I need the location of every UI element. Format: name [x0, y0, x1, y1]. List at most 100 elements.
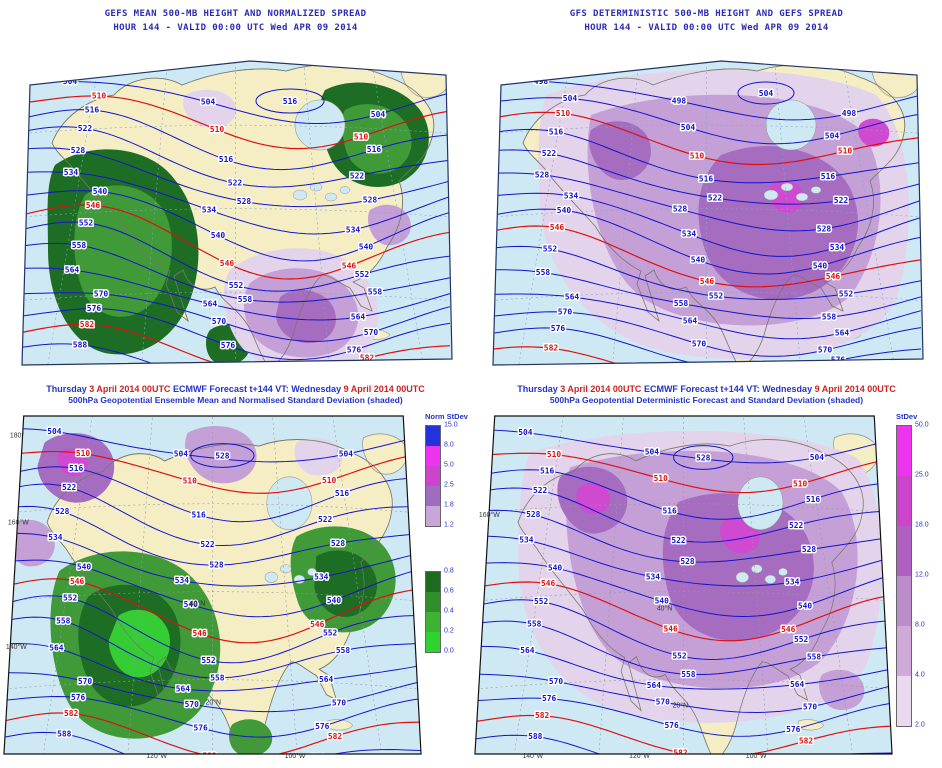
contour-line — [493, 311, 922, 357]
contour-label: 522 — [200, 540, 215, 549]
contour-label: 546 — [541, 579, 556, 588]
shading-region — [108, 609, 171, 678]
contour-label: 516 — [219, 155, 234, 164]
contour-line — [22, 221, 451, 292]
contour-line — [474, 562, 893, 618]
panel-title-line2: HOUR 144 - VALID 00:00 UTC Wed APR 09 20… — [113, 23, 358, 33]
colorbar-tick-label: 4.0 — [915, 671, 925, 679]
contour-line — [493, 128, 922, 184]
shading-region — [276, 290, 336, 344]
contour-line — [3, 731, 422, 754]
panel-title-line2: HOUR 144 - VALID 00:00 UTC Wed APR 09 20… — [584, 23, 829, 33]
colorbar-segment — [426, 632, 440, 652]
cuba-landmass — [327, 719, 354, 731]
contour-label: 558 — [72, 241, 87, 250]
shading-region — [294, 437, 343, 476]
contour-label: 528 — [535, 170, 550, 179]
contour-label: 570 — [332, 698, 347, 707]
colorbar-tick-label: 8.0 — [915, 621, 925, 629]
contour-label: 534 — [314, 573, 329, 582]
contour-label: 504 — [681, 123, 696, 132]
contour-label: 552 — [355, 270, 370, 279]
panel-title-ecmwf-ens: Thursday 3 April 2014 00UTC ECMWF Foreca… — [0, 380, 471, 406]
contour-label: 570 — [558, 308, 573, 317]
contour-line — [3, 483, 422, 547]
great-lake — [735, 571, 749, 583]
closed-low-contour — [255, 88, 325, 114]
map-canvas: 5045045045105105105165165165225225225285… — [22, 61, 452, 369]
coastline — [517, 439, 864, 754]
contour-label: 522 — [350, 171, 365, 180]
contour-label: 558 — [238, 295, 253, 304]
panel-ecmwf-ensemble-mean: Thursday 3 April 2014 00UTC ECMWF Foreca… — [0, 380, 471, 768]
contour-label: 510 — [690, 151, 705, 160]
contour-label: 588 — [57, 729, 72, 738]
colorbar-segment — [426, 506, 440, 526]
panel-title-line2: 500hPa Geopotential Deterministic Foreca… — [549, 395, 864, 405]
contour-label: 504 — [371, 110, 386, 119]
contour-line — [3, 643, 422, 692]
contour-line — [474, 487, 893, 543]
contour-label: 552 — [79, 218, 94, 227]
contour-label: 510 — [322, 476, 337, 485]
hudson-bay — [737, 476, 784, 531]
contour-label: 528 — [817, 224, 832, 233]
contour-label: 528 — [696, 453, 711, 462]
contour-label: 558 — [56, 616, 71, 625]
contour-label: 552 — [229, 281, 244, 290]
contour-line — [493, 172, 922, 232]
contour-label: 576 — [551, 324, 566, 333]
colorbar-tick-label: 18.0 — [915, 521, 929, 529]
hudson-bay — [765, 99, 817, 151]
contour-label: 510 — [556, 109, 571, 118]
contour-label: 540 — [77, 562, 92, 571]
panel-title-line1: Thursday 3 April 2014 00UTC ECMWF Foreca… — [0, 384, 471, 395]
contour-line — [22, 190, 451, 262]
contour-line — [493, 80, 922, 121]
contour-line — [493, 225, 922, 288]
shading-region — [698, 146, 858, 300]
contour-line — [3, 672, 422, 713]
contour-line — [3, 595, 422, 664]
contour-label: 558 — [368, 288, 383, 297]
closed-low-contour — [737, 81, 795, 105]
geo-label: 100°W — [285, 752, 306, 760]
contour-line — [474, 697, 893, 737]
colorbar-tick-label: 0.0 — [444, 647, 454, 655]
coast-overlay — [51, 64, 435, 365]
contour-label: 570 — [212, 317, 227, 326]
contour-label: 534 — [682, 230, 697, 239]
contour-label: 534 — [346, 225, 361, 234]
title-segment: 9 April 2014 00UTC — [814, 384, 896, 394]
contour-label: 528 — [71, 146, 86, 155]
contour-label: 582 — [230, 365, 245, 369]
contour-label: 582 — [544, 344, 559, 353]
colorbar-block: 15.0 8.0 5.0 2.5 1.8 1.2 — [425, 422, 471, 529]
contour-label: 564 — [203, 299, 218, 308]
geo-label: 160°W — [479, 511, 500, 519]
contour-label: 564 — [520, 646, 535, 655]
contour-line — [493, 346, 922, 365]
great-lake — [778, 568, 788, 576]
contour-label: 582 — [360, 354, 375, 363]
contour-line — [22, 308, 451, 361]
contour-line — [474, 714, 893, 754]
contour-label: 522 — [789, 521, 804, 530]
geo-label: 120°W — [146, 752, 167, 760]
contour-label: 516 — [663, 507, 678, 516]
contour-label: 576 — [221, 341, 236, 350]
great-lake — [264, 571, 278, 583]
contour-line — [3, 427, 422, 463]
contour-line — [3, 505, 422, 566]
great-lake — [795, 192, 809, 202]
coastline — [51, 64, 435, 365]
closed-low-contour — [673, 445, 734, 470]
contour-label: 522 — [228, 179, 243, 188]
contour-label: 570 — [364, 328, 379, 337]
contour-label: 576 — [194, 723, 209, 732]
contour-label: 582 — [535, 711, 550, 720]
shading-region — [314, 550, 378, 617]
contour-line — [22, 126, 451, 188]
contour-label: 504 — [174, 450, 189, 459]
contour-label: 576 — [665, 721, 680, 730]
